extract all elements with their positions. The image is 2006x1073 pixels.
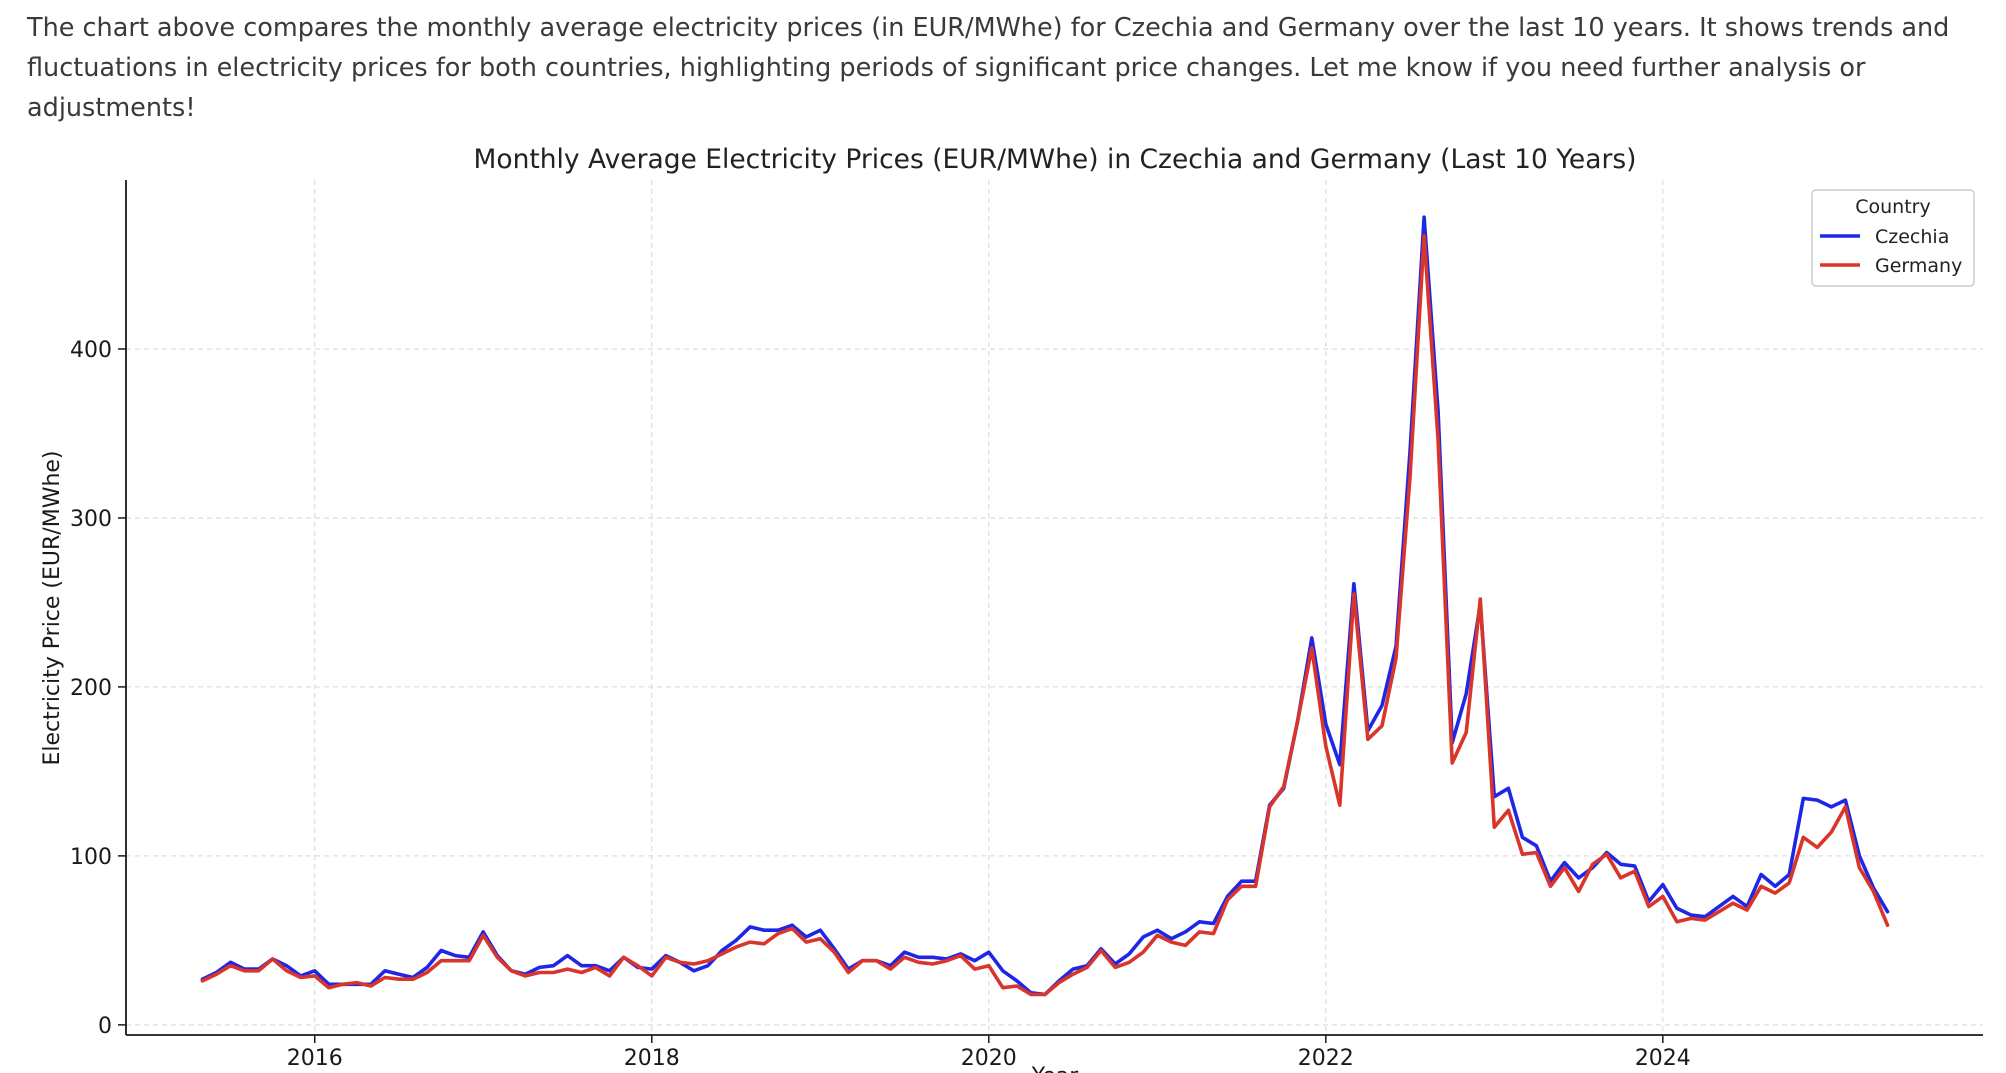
legend-frame (1811, 189, 1975, 287)
x-tick-label: 2022 (1298, 1046, 1354, 1071)
series-layer (200, 215, 1890, 997)
x-axis-label: Year (1031, 1064, 1080, 1073)
series-line-germany (200, 234, 1890, 997)
x-tick-label: 2020 (961, 1046, 1017, 1071)
tick-labels: 2016 2018 2020 2022 2024 0 100 200 300 400 (70, 338, 1691, 1071)
y-tick-label: 100 (70, 845, 112, 870)
legend-label-czechia: Czechia (1875, 226, 1949, 248)
grid (126, 180, 1983, 1035)
x-tick-label: 2018 (624, 1046, 680, 1071)
axes (118, 180, 1983, 1043)
chart-title: Monthly Average Electricity Prices (EUR/… (474, 144, 1637, 175)
y-axis-label: Electricity Price (EUR/MWhe) (40, 450, 65, 765)
x-tick-label: 2016 (287, 1046, 343, 1071)
x-tick-label: 2024 (1635, 1046, 1691, 1071)
y-tick-label: 0 (98, 1014, 112, 1039)
y-tick-label: 400 (70, 338, 112, 363)
series-line-czechia (200, 215, 1890, 997)
legend: Country Czechia Germany (1811, 189, 1975, 287)
y-tick-label: 200 (70, 676, 112, 701)
assistant-message: The chart above compares the monthly ave… (27, 13, 1950, 123)
legend-label-germany: Germany (1875, 255, 1962, 277)
legend-title: Country (1855, 196, 1930, 218)
y-tick-label: 300 (70, 507, 112, 532)
